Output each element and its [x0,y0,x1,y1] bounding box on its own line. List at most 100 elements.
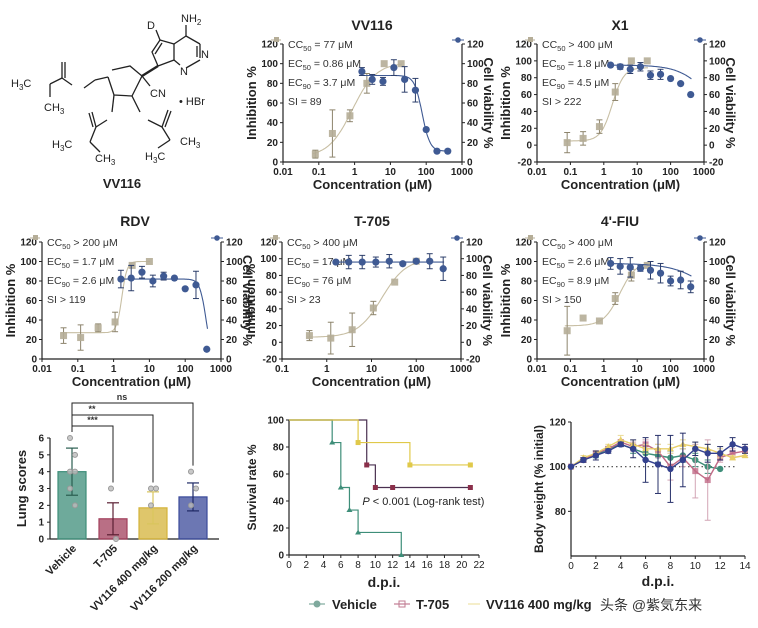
y-tick-label-left: 40 [521,107,533,118]
salt-label: • HBr [179,96,205,108]
fit-curve-inhibition [61,260,151,334]
data-point [716,465,724,473]
stat-annotation: SI > 119 [47,294,86,306]
y-tick-label-right: -20 [466,355,481,366]
panel-rdv: RDV 0 20 40 60 80 100 120 0 20 40 60 80 100 120 0.01 0.1… [3,213,255,389]
individual-point [148,502,154,509]
x-tick-label: 22 [473,560,485,571]
y-tick-label: 20 [273,524,285,535]
x-axis-label: Concentration (μM) [312,374,431,389]
y-tick-label-right: 80 [226,277,238,288]
legend-inhibition-marker [528,235,533,240]
x-tick-label: 0.1 [312,167,326,178]
x-tick-label: 0 [286,560,292,571]
methyl-label-1a: H3C [11,78,31,92]
y-tick-label: 100 [267,416,284,427]
x-tick-label: 1000 [451,167,474,178]
individual-point [193,485,199,492]
logrank-annotation: P < 0.001 (Log-rank test) [362,496,484,508]
stat-annotation: CC50 > 400 μM [287,237,358,251]
y-tick-label-right: 20 [466,321,478,332]
data-point [679,456,687,464]
data-point-viability [607,61,615,69]
data-point-inhibition [327,334,335,342]
data-point [741,445,749,452]
y-tick-label-right: 120 [467,40,484,51]
x-tick-label: 10 [632,364,644,375]
data-point-viability [399,260,407,268]
x-tick-label: 0.1 [275,364,289,375]
data-point-inhibition [563,139,571,147]
fit-curve-inhibition [312,63,402,155]
x-tick-label: 10 [370,560,382,571]
y-tick-label-right: 80 [467,79,479,90]
data-point-viability [656,70,665,78]
methyl-label-2a: H3C [52,139,72,153]
y-axis-label-right: Cell viability % [723,57,738,148]
legend-inhibition-marker [528,37,533,42]
x-tick-label: 10 [690,561,702,572]
fit-curve-viability [359,74,449,152]
deuterium-label: D [147,20,155,32]
data-point-inhibition [369,304,377,312]
stat-annotation: CC50 > 400 μM [542,39,613,53]
y-tick-label-right: 120 [709,238,726,249]
y-tick-label-right: 120 [709,40,726,51]
legend-inhibition-marker [274,37,279,42]
y-axis-label-left: Inhibition % [3,263,18,337]
survival-line-2 [289,419,471,466]
data-point-viability [687,90,695,99]
data-point [716,450,724,457]
data-point-inhibition [94,324,102,332]
legend-label-t705: T-705 [416,597,449,612]
fit-curve-inhibition [564,262,649,327]
y-tick-label-right: 100 [709,257,726,268]
x-tick-label: 8 [668,561,674,572]
data-point-viability [160,272,168,280]
x-tick-label: 10 [366,364,378,375]
legend-viability-marker [697,235,703,241]
data-point-inhibition [348,326,356,334]
individual-point [67,468,73,475]
methyl-label-1b: CH3 [44,102,65,116]
y-tick-label-left: 120 [261,40,278,51]
stat-annotation: EC50 = 1.8 μM [542,58,609,72]
stat-annotation: EC50 = 0.86 μM [288,58,361,72]
data-point-inhibition [363,79,371,87]
legend-viability-marker [454,235,460,241]
y-tick-label-right: 60 [709,296,721,307]
stat-annotation: SI > 222 [542,96,582,108]
censor-mark [337,484,344,490]
data-point-inhibition [579,134,587,142]
censor-mark [329,439,336,445]
x-tick-label: 0.1 [563,364,577,375]
survival-line-1 [289,419,471,489]
data-point-viability [667,74,675,83]
y-tick-label-left: 100 [515,56,532,67]
censor-mark [372,485,378,490]
y-tick-label-right: 0 [466,338,472,349]
panel-4fiu: 4'-FIU 0 20 40 60 80 100 120 0 20 40 60 80 100 120 0.01… [498,213,738,389]
censor-mark [467,485,473,490]
data-point-viability [192,281,200,289]
data-point-viability [390,64,398,72]
individual-point [108,485,114,492]
y-tick-label-right: 100 [466,254,483,265]
panel-title: 4'-FIU [601,213,639,229]
y-tick-label-right: 0 [709,355,715,366]
data-point-viability [379,77,387,85]
data-point [567,463,575,470]
data-point [617,436,625,443]
x-tick-label: 10 [144,364,156,375]
data-point-viability [401,75,409,83]
data-point-viability [412,257,420,265]
y-tick-label-left: 120 [515,238,532,249]
data-point [667,465,674,473]
stat-annotation: CC50 > 200 μM [47,237,118,251]
y-tick-label: 0 [278,551,284,562]
fit-curve-inhibition [306,262,418,338]
data-point-viability [646,266,655,274]
y-tick-label-left: 40 [26,316,38,327]
censor-mark [407,462,413,468]
